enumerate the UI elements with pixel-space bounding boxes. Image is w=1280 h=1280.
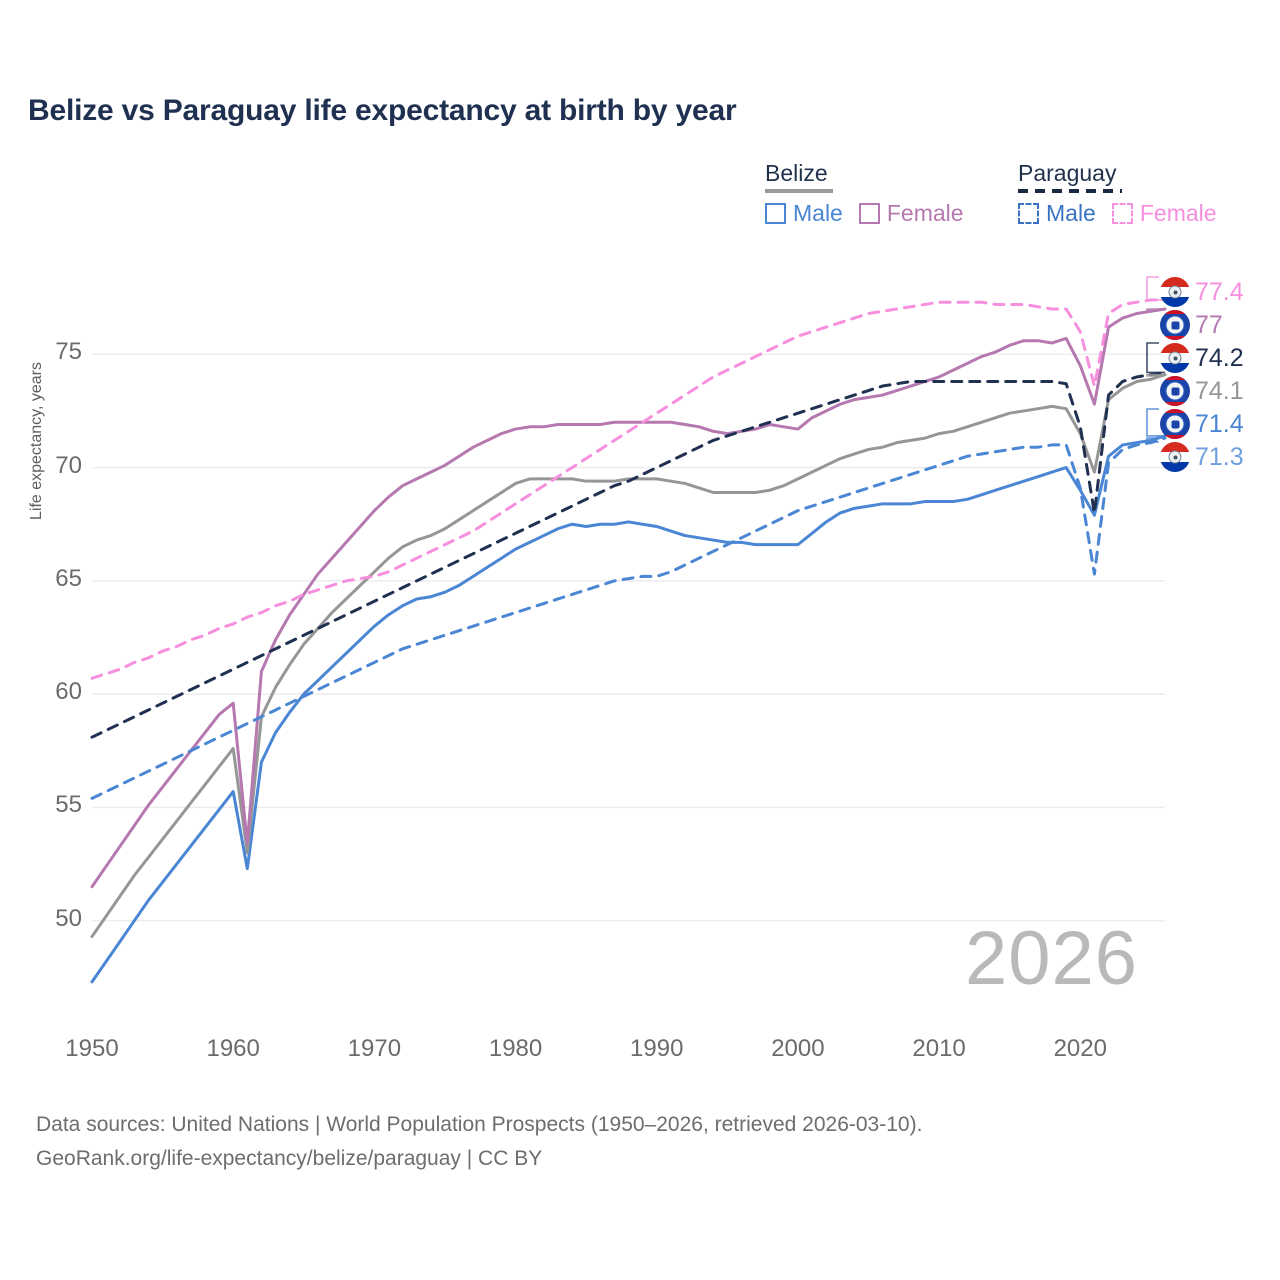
legend-label: Female — [1139, 200, 1217, 226]
series-line-belize-male — [90, 434, 1167, 984]
legend-paraguay-rule — [1018, 189, 1122, 193]
y-tick-label: 55 — [55, 791, 82, 819]
end-label-value: 71.4 — [1195, 410, 1244, 438]
leader-line — [1146, 342, 1165, 374]
end-label-value: 77 — [1195, 311, 1223, 339]
dashed-square-icon — [1018, 203, 1039, 224]
y-tick-label: 60 — [55, 678, 82, 706]
end-label-row[interactable]: 71.3 — [1160, 442, 1244, 472]
belize-flag-icon — [1160, 409, 1190, 439]
x-tick-label: 2010 — [912, 1035, 966, 1062]
x-tick-label: 1950 — [65, 1035, 119, 1062]
end-label-value: 71.3 — [1195, 443, 1244, 471]
series-line-paraguay-both — [90, 370, 1167, 739]
y-tick-label: 75 — [55, 338, 82, 366]
paraguay-flag-icon — [1160, 277, 1190, 307]
x-tick-label: 1990 — [630, 1035, 684, 1062]
x-tick-label: 1960 — [206, 1035, 260, 1062]
leader-line — [1146, 276, 1165, 301]
legend-group-paraguay: Paraguay Male Female — [1018, 160, 1217, 226]
chart-legend: Belize Male Female Paraguay Male — [760, 160, 1260, 240]
series-line-paraguay-male — [90, 436, 1167, 800]
square-icon — [858, 203, 880, 224]
series-line-belize-both — [90, 373, 1167, 939]
series-end-labels: 77.4 77 74.2 74.1 71.4 71.3 — [1160, 270, 1280, 490]
end-label-row[interactable]: 77.4 — [1160, 277, 1244, 307]
end-label-row[interactable]: 77 — [1160, 310, 1223, 340]
leader-line — [1146, 437, 1165, 443]
footer-attribution[interactable]: GeoRank.org/life-expectancy/belize/parag… — [36, 1147, 543, 1170]
belize-flag-icon — [1160, 310, 1190, 340]
legend-item-belize-female[interactable]: Female — [858, 200, 964, 227]
end-label-row[interactable]: 74.1 — [1160, 376, 1244, 406]
legend-group-belize: Belize Male Female — [765, 160, 964, 226]
leader-line — [1146, 308, 1165, 311]
legend-label: Male — [1046, 200, 1096, 226]
y-axis-label: Life expectancy, years — [28, 361, 45, 520]
x-tick-label: 1970 — [347, 1035, 402, 1062]
dashed-square-icon — [1111, 203, 1133, 224]
end-label-row[interactable]: 71.4 — [1160, 409, 1244, 439]
legend-group-title: Paraguay — [1018, 160, 1117, 186]
year-watermark: 2026 — [965, 916, 1139, 1001]
legend-group-title: Belize — [765, 160, 828, 186]
legend-item-paraguay-male[interactable]: Male — [1018, 200, 1096, 227]
legend-item-paraguay-female[interactable]: Female — [1111, 200, 1217, 227]
x-tick-label: 2000 — [771, 1035, 825, 1062]
end-label-value: 74.1 — [1195, 377, 1244, 405]
paraguay-flag-icon — [1160, 442, 1190, 472]
series-line-paraguay-female — [90, 298, 1167, 680]
legend-item-belize-male[interactable]: Male — [765, 200, 843, 227]
y-tick-label: 70 — [55, 451, 82, 479]
x-tick-label: 2020 — [1053, 1035, 1107, 1062]
leader-line — [1146, 408, 1165, 437]
y-tick-label: 50 — [55, 904, 82, 932]
legend-label: Female — [886, 200, 964, 226]
footer-sources: Data sources: United Nations | World Pop… — [36, 1113, 923, 1136]
chart-footer: Data sources: United Nations | World Pop… — [36, 1108, 1236, 1176]
end-label-value: 74.2 — [1195, 344, 1244, 372]
paraguay-flag-icon — [1160, 343, 1190, 373]
end-label-row[interactable]: 74.2 — [1160, 343, 1244, 373]
legend-label: Male — [793, 200, 843, 226]
square-icon — [765, 203, 786, 224]
x-tick-label: 1980 — [488, 1035, 543, 1062]
leader-line — [1146, 373, 1165, 377]
legend-belize-rule — [765, 189, 833, 193]
end-label-value: 77.4 — [1195, 278, 1244, 306]
belize-flag-icon — [1160, 376, 1190, 406]
y-tick-label: 65 — [55, 564, 82, 592]
page-title: Belize vs Paraguay life expectancy at bi… — [28, 94, 737, 127]
